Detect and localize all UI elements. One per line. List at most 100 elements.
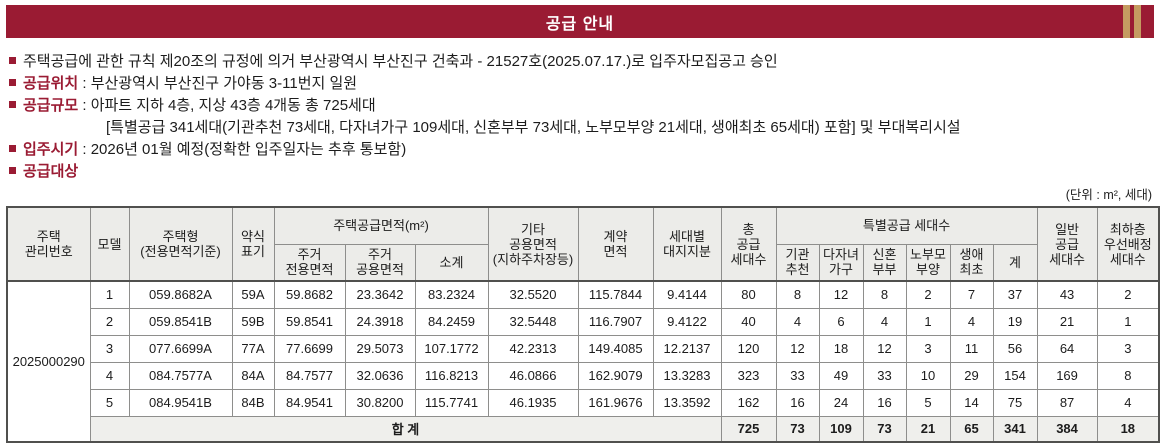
table-cell: 77.6699 <box>273 334 346 363</box>
table-cell: 32.0636 <box>344 361 416 390</box>
table-cell: 21 <box>1036 307 1098 336</box>
table-cell: 84.2459 <box>414 307 489 336</box>
bullet-list: 주택공급에 관한 규칙 제20조의 규정에 의거 부산광역시 부산진구 건축과 … <box>9 51 1154 183</box>
table-cell: 24 <box>818 388 864 417</box>
table-cell: 154 <box>992 361 1038 390</box>
table-cell: 8 <box>775 280 820 309</box>
col-header-mgmt: 주택 관리번호 <box>6 206 91 282</box>
table-cell: 115.7741 <box>414 388 489 417</box>
bullet-square-icon <box>9 56 16 64</box>
table-cell: 40 <box>720 307 777 336</box>
col-header-area-private: 주거 전용면적 <box>273 243 346 282</box>
table-cell: 077.6699A <box>128 334 233 363</box>
total-cell: 73 <box>862 415 907 443</box>
col-header-etc-area: 기타 공용면적 (지하주차장등) <box>487 206 579 282</box>
bullet-supply-location: 공급위치 : 부산광역시 부산진구 가야동 3-11번지 일원 <box>9 73 1154 95</box>
bullet-label: 공급규모 <box>23 97 79 114</box>
total-cell: 73 <box>775 415 820 443</box>
supply-table: 주택 관리번호 모델 주택형 (전용면적기준) 약식 표기 주택공급면적(m²)… <box>6 206 1160 443</box>
page-title: 공급 안내 <box>545 15 615 33</box>
table-cell: 59.8541 <box>273 307 346 336</box>
table-cell: 32.5520 <box>487 280 579 309</box>
table-cell: 12 <box>775 334 820 363</box>
bullet-square-icon <box>9 144 16 152</box>
total-cell: 21 <box>905 415 951 443</box>
col-header-special-group: 특별공급 세대수 <box>775 206 1038 245</box>
total-cell: 341 <box>992 415 1038 443</box>
total-cell: 65 <box>949 415 994 443</box>
col-header-general-units: 일반 공급 세대수 <box>1036 206 1098 282</box>
bullet-text: 주택공급에 관한 규칙 제20조의 규정에 의거 부산광역시 부산진구 건축과 … <box>23 53 778 70</box>
table-cell: 37 <box>992 280 1038 309</box>
bullet-text: : 부산광역시 부산진구 가야동 3-11번지 일원 <box>78 75 358 92</box>
table-cell: 59B <box>231 307 275 336</box>
table-cell: 4 <box>1096 388 1160 417</box>
total-label-cell: 합 계 <box>89 415 722 443</box>
col-header-area-common: 주거 공용면적 <box>344 243 416 282</box>
bullet-text: : 아파트 지하 4층, 지상 43층 4개동 총 725세대 <box>78 97 376 114</box>
table-cell: 12.2137 <box>652 334 722 363</box>
decorative-stripe-icon <box>1134 5 1141 38</box>
table-cell: 084.7577A <box>128 361 233 390</box>
table-cell: 162.9079 <box>577 361 654 390</box>
bullet-label: 공급대상 <box>23 163 79 180</box>
table-cell: 059.8682A <box>128 280 233 309</box>
bullet-label: 입주시기 <box>23 141 79 158</box>
bullet-square-icon <box>9 78 16 86</box>
col-header-special-newly: 신혼 부부 <box>862 243 907 282</box>
table-cell: 161.9676 <box>577 388 654 417</box>
table-cell: 2 <box>1096 280 1160 309</box>
table-cell: 18 <box>818 334 864 363</box>
col-header-lowest-floor: 최하층 우선배정 세대수 <box>1096 206 1160 282</box>
table-row: 2025000290 1 059.8682A 59A 59.8682 23.3642 83.… <box>6 280 1160 443</box>
table-cell: 23.3642 <box>344 280 416 309</box>
table-cell: 83.2324 <box>414 280 489 309</box>
table-row: 4 084.7577A 84A 84.7577 32.0636 116.8213 46.08… <box>7 361 1160 390</box>
table-cell: 323 <box>720 361 777 390</box>
table-cell: 4 <box>862 307 907 336</box>
col-header-total-units: 총 공급 세대수 <box>720 206 777 282</box>
table-cell: 24.3918 <box>344 307 416 336</box>
table-cell: 1 <box>1096 307 1160 336</box>
decorative-stripe-icon <box>1123 5 1130 38</box>
unit-note: (단위 : m², 세대) <box>1065 188 1152 202</box>
table-cell: 80 <box>720 280 777 309</box>
table-cell: 116.8213 <box>414 361 489 390</box>
table-cell: 059.8541B <box>128 307 233 336</box>
table-cell: 42.2313 <box>487 334 579 363</box>
table-cell: 10 <box>905 361 951 390</box>
table-cell: 75 <box>992 388 1038 417</box>
table-cell: 169 <box>1036 361 1098 390</box>
table-cell: 19 <box>992 307 1038 336</box>
col-header-type: 주택형 (전용면적기준) <box>128 206 233 282</box>
table-cell: 5 <box>89 388 130 417</box>
total-row: 합 계 725 73 109 73 21 65 341 384 18 <box>7 415 1160 443</box>
col-header-land-share: 세대별 대지지분 <box>652 206 722 282</box>
bullet-supply-scale: 공급규모 : 아파트 지하 4층, 지상 43층 4개동 총 725세대 <box>9 95 1154 117</box>
bullet-approval: 주택공급에 관한 규칙 제20조의 규정에 의거 부산광역시 부산진구 건축과 … <box>9 51 1154 73</box>
col-header-special-org: 기관 추천 <box>775 243 820 282</box>
supply-table-header: 주택 관리번호 모델 주택형 (전용면적기준) 약식 표기 주택공급면적(m²)… <box>6 206 1160 282</box>
col-header-abbr: 약식 표기 <box>231 206 275 282</box>
table-cell: 84.7577 <box>273 361 346 390</box>
table-cell: 56 <box>992 334 1038 363</box>
table-cell: 49 <box>818 361 864 390</box>
table-cell: 84A <box>231 361 275 390</box>
table-cell: 9.4122 <box>652 307 722 336</box>
table-cell: 43 <box>1036 280 1098 309</box>
bullet-square-icon <box>9 100 16 108</box>
bullet-movein-date: 입주시기 : 2026년 01월 예정(정확한 입주일자는 추후 통보함) <box>9 139 1154 161</box>
table-cell: 12 <box>862 334 907 363</box>
table-cell: 084.9541B <box>128 388 233 417</box>
table-row: 5 084.9541B 84B 84.9541 30.8200 115.7741 46.19… <box>7 388 1160 417</box>
table-cell: 9.4144 <box>652 280 722 309</box>
table-cell: 149.4085 <box>577 334 654 363</box>
table-cell: 29 <box>949 361 994 390</box>
table-cell: 16 <box>775 388 820 417</box>
bullet-square-icon <box>9 166 16 174</box>
table-cell: 29.5073 <box>344 334 416 363</box>
col-header-contract-area: 계약 면적 <box>577 206 654 282</box>
col-header-special-sum: 계 <box>992 243 1038 282</box>
table-cell: 14 <box>949 388 994 417</box>
